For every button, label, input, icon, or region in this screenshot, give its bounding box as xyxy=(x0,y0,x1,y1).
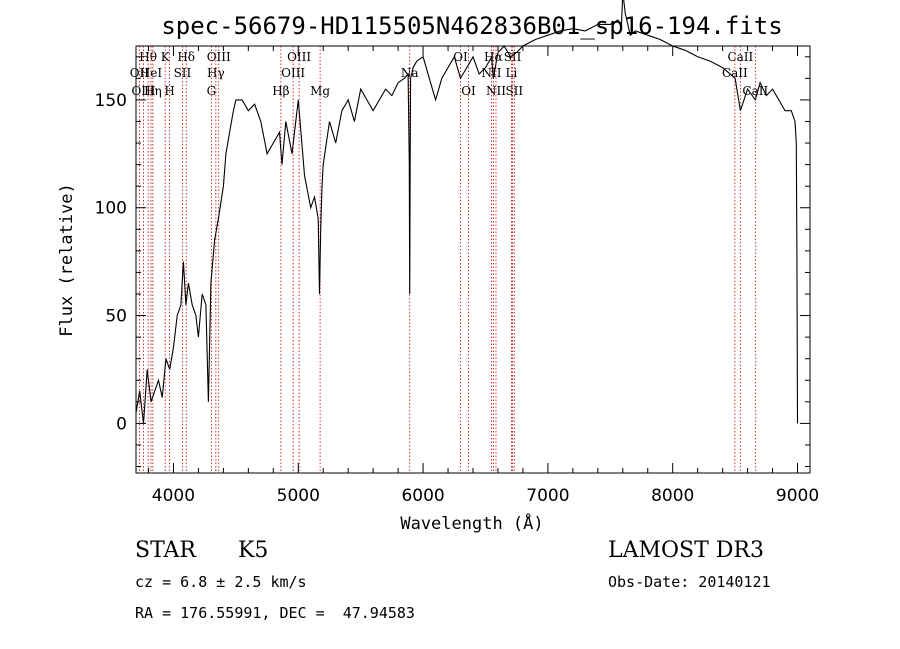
spectral-line-label: SII xyxy=(174,66,192,80)
spectral-line-label: Mg xyxy=(310,84,330,98)
spectral-line-label: G xyxy=(207,84,217,98)
y-axis-label: Flux (relative) xyxy=(57,183,77,337)
x-tick-label: 6000 xyxy=(401,486,444,506)
spectral-line-label: OI xyxy=(461,84,476,98)
spectral-line-label: SII xyxy=(504,50,522,64)
spectral-line-label: K xyxy=(161,50,171,64)
spectral-line-label: OIII xyxy=(281,66,305,80)
y-tick-label: 0 xyxy=(116,414,127,434)
flux-series xyxy=(135,0,799,424)
spectral-line-label: Li xyxy=(506,66,518,80)
spectral-line-label: CaII xyxy=(727,50,753,64)
x-tick-label: 5000 xyxy=(277,486,320,506)
spectral-line-label: HeI xyxy=(140,66,163,80)
spectral-line-label: Hβ xyxy=(272,84,289,98)
spectral-line-label: CaII xyxy=(722,66,748,80)
redshift-cz: cz = 6.8 ± 2.5 km/s xyxy=(135,573,307,591)
chart-title: spec-56679-HD115505N462836B01_sp16-194.f… xyxy=(161,12,782,40)
object-class: STAR xyxy=(135,538,196,563)
spectral-line-label: Hα xyxy=(484,50,503,64)
spectral-line-label: Hη xyxy=(144,84,162,98)
spectral-line-label: Na xyxy=(401,66,419,80)
spectral-line-label: NII xyxy=(481,66,501,80)
ra-dec: RA = 176.55991, DEC = 47.94583 xyxy=(135,604,415,622)
x-tick-label: 4000 xyxy=(152,486,195,506)
spectral-subclass: K5 xyxy=(238,538,269,563)
y-tick-label: 150 xyxy=(95,91,127,111)
spectral-line-label: OIII xyxy=(207,50,231,64)
spectral-line-label: Hθ xyxy=(139,50,157,64)
spectral-line-label: Hδ xyxy=(177,50,195,64)
plot-frame xyxy=(135,45,811,474)
flux-line xyxy=(135,0,799,424)
y-tick-label: 50 xyxy=(105,307,127,327)
x-axis-label: Wavelength (Å) xyxy=(400,512,543,534)
spectral-line-label: SII xyxy=(505,84,523,98)
spectral-line-label: H xyxy=(164,84,174,98)
survey-name: LAMOST DR3 xyxy=(608,538,764,563)
spectral-line-label: OI xyxy=(453,50,468,64)
observation-date: Obs-Date: 20140121 xyxy=(608,573,771,591)
spectral-line-label: OII xyxy=(130,66,150,80)
spectral-line-label: OIII xyxy=(287,50,311,64)
axis-ticks: 4000 5000 6000 7000 8000 9000 0 50 100 150 xyxy=(95,46,819,506)
x-tick-label: 9000 xyxy=(776,486,819,506)
x-tick-label: 7000 xyxy=(526,486,569,506)
spectral-line-label: OIII xyxy=(131,84,155,98)
x-tick-label: 8000 xyxy=(651,486,694,506)
spectral-line-label: Hγ xyxy=(207,66,225,80)
spectral-line-label: NII xyxy=(486,84,506,98)
y-tick-label: 100 xyxy=(95,199,127,219)
